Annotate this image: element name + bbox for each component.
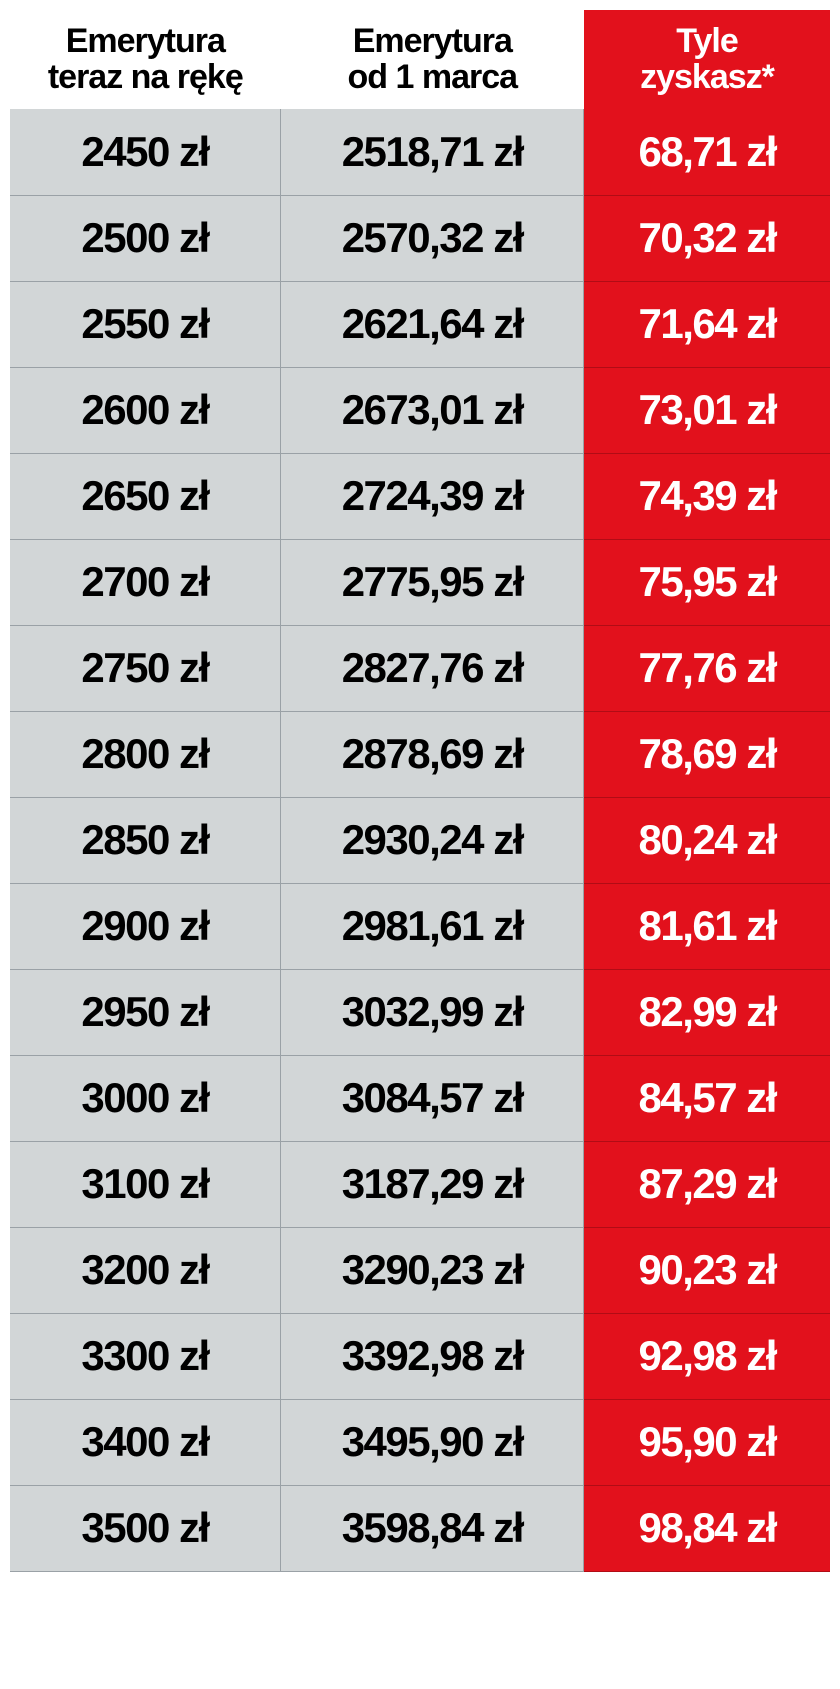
cell-now: 3500 zł (10, 1485, 281, 1571)
table-row: 2650 zł2724,39 zł74,39 zł (10, 453, 830, 539)
cell-gain: 73,01 zł (584, 367, 830, 453)
cell-gain: 68,71 zł (584, 109, 830, 195)
col-header-now: Emerytura teraz na rękę (10, 10, 281, 109)
table-row: 2950 zł3032,99 zł82,99 zł (10, 969, 830, 1055)
cell-from: 2981,61 zł (281, 883, 584, 969)
table-row: 3000 zł3084,57 zł84,57 zł (10, 1055, 830, 1141)
cell-from: 3084,57 zł (281, 1055, 584, 1141)
cell-from: 2518,71 zł (281, 109, 584, 195)
cell-from: 3392,98 zł (281, 1313, 584, 1399)
table-row: 2900 zł2981,61 zł81,61 zł (10, 883, 830, 969)
col-header-from-line2: od 1 marca (348, 58, 518, 96)
cell-from: 3598,84 zł (281, 1485, 584, 1571)
table-row: 3100 zł3187,29 zł87,29 zł (10, 1141, 830, 1227)
cell-now: 2800 zł (10, 711, 281, 797)
table-header-row: Emerytura teraz na rękę Emerytura od 1 m… (10, 10, 830, 109)
cell-now: 2900 zł (10, 883, 281, 969)
table-row: 3300 zł3392,98 zł92,98 zł (10, 1313, 830, 1399)
cell-now: 2750 zł (10, 625, 281, 711)
cell-from: 2724,39 zł (281, 453, 584, 539)
cell-gain: 80,24 zł (584, 797, 830, 883)
cell-gain: 92,98 zł (584, 1313, 830, 1399)
cell-now: 3400 zł (10, 1399, 281, 1485)
cell-from: 3290,23 zł (281, 1227, 584, 1313)
cell-from: 2827,76 zł (281, 625, 584, 711)
cell-now: 3000 zł (10, 1055, 281, 1141)
cell-gain: 82,99 zł (584, 969, 830, 1055)
cell-now: 2550 zł (10, 281, 281, 367)
cell-now: 2450 zł (10, 109, 281, 195)
table-row: 2800 zł2878,69 zł78,69 zł (10, 711, 830, 797)
cell-gain: 95,90 zł (584, 1399, 830, 1485)
cell-gain: 98,84 zł (584, 1485, 830, 1571)
table-row: 2700 zł2775,95 zł75,95 zł (10, 539, 830, 625)
col-header-now-line1: Emerytura (66, 22, 225, 60)
cell-from: 2570,32 zł (281, 195, 584, 281)
cell-now: 2950 zł (10, 969, 281, 1055)
table-row: 2550 zł2621,64 zł71,64 zł (10, 281, 830, 367)
cell-gain: 71,64 zł (584, 281, 830, 367)
cell-gain: 75,95 zł (584, 539, 830, 625)
table-row: 2600 zł2673,01 zł73,01 zł (10, 367, 830, 453)
table-row: 2500 zł2570,32 zł70,32 zł (10, 195, 830, 281)
cell-gain: 74,39 zł (584, 453, 830, 539)
table-row: 2850 zł2930,24 zł80,24 zł (10, 797, 830, 883)
cell-gain: 81,61 zł (584, 883, 830, 969)
col-header-from-line1: Emerytura (353, 22, 512, 60)
col-header-from: Emerytura od 1 marca (281, 10, 584, 109)
cell-now: 2650 zł (10, 453, 281, 539)
cell-now: 2500 zł (10, 195, 281, 281)
cell-from: 2621,64 zł (281, 281, 584, 367)
cell-gain: 87,29 zł (584, 1141, 830, 1227)
cell-from: 2775,95 zł (281, 539, 584, 625)
cell-now: 2850 zł (10, 797, 281, 883)
cell-from: 2673,01 zł (281, 367, 584, 453)
cell-gain: 78,69 zł (584, 711, 830, 797)
table-row: 3200 zł3290,23 zł90,23 zł (10, 1227, 830, 1313)
cell-from: 2930,24 zł (281, 797, 584, 883)
cell-gain: 77,76 zł (584, 625, 830, 711)
col-header-gain-line1: Tyle (676, 22, 738, 60)
cell-gain: 90,23 zł (584, 1227, 830, 1313)
table-row: 2450 zł2518,71 zł68,71 zł (10, 109, 830, 195)
cell-from: 3495,90 zł (281, 1399, 584, 1485)
cell-now: 3200 zł (10, 1227, 281, 1313)
col-header-gain-line2: zyskasz* (640, 58, 774, 96)
table-row: 2750 zł2827,76 zł77,76 zł (10, 625, 830, 711)
cell-now: 2600 zł (10, 367, 281, 453)
cell-gain: 70,32 zł (584, 195, 830, 281)
col-header-now-line2: teraz na rękę (48, 58, 243, 96)
cell-gain: 84,57 zł (584, 1055, 830, 1141)
cell-now: 3300 zł (10, 1313, 281, 1399)
table-row: 3400 zł3495,90 zł95,90 zł (10, 1399, 830, 1485)
table-row: 3500 zł3598,84 zł98,84 zł (10, 1485, 830, 1571)
col-header-gain: Tyle zyskasz* (584, 10, 830, 109)
cell-now: 2700 zł (10, 539, 281, 625)
pension-table: Emerytura teraz na rękę Emerytura od 1 m… (10, 10, 830, 1572)
cell-from: 3187,29 zł (281, 1141, 584, 1227)
cell-from: 2878,69 zł (281, 711, 584, 797)
cell-from: 3032,99 zł (281, 969, 584, 1055)
cell-now: 3100 zł (10, 1141, 281, 1227)
pension-table-container: Emerytura teraz na rękę Emerytura od 1 m… (0, 0, 840, 1582)
table-body: 2450 zł2518,71 zł68,71 zł2500 zł2570,32 … (10, 109, 830, 1571)
